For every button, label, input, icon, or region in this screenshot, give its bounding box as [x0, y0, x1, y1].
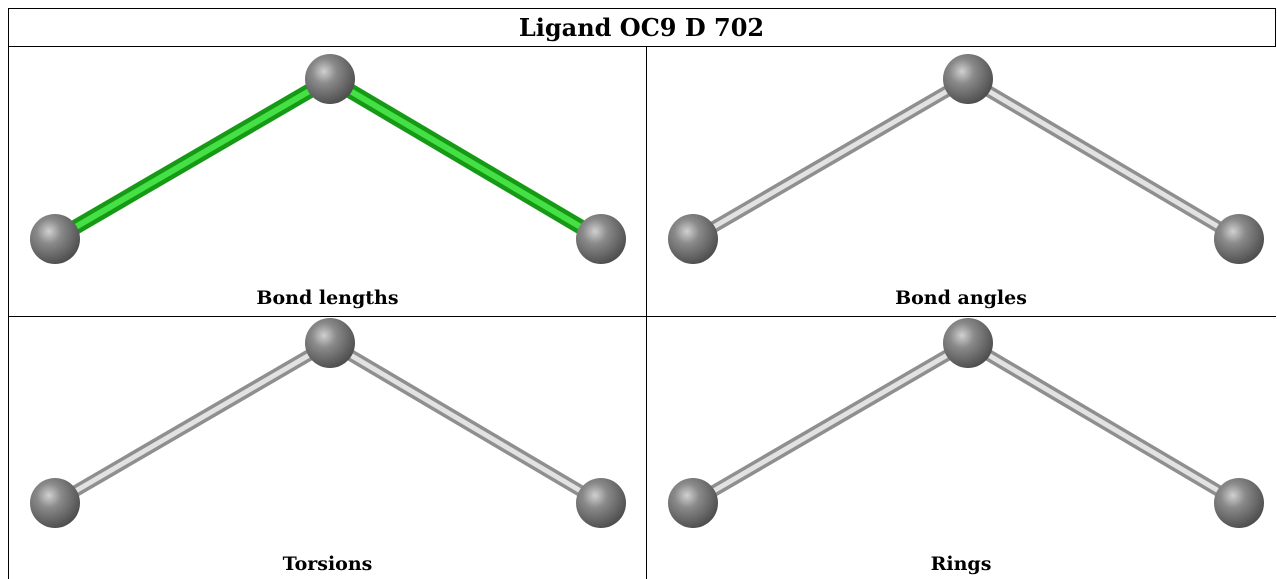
atom — [305, 318, 355, 368]
title: Ligand OC9 D 702 — [9, 9, 1274, 46]
panel: Torsions — [9, 317, 646, 579]
atom — [576, 478, 626, 528]
caption: Bond angles — [647, 287, 1275, 309]
atom — [30, 478, 80, 528]
border — [1275, 8, 1276, 47]
caption: Rings — [647, 553, 1275, 575]
atom — [668, 214, 718, 264]
panel: Bond angles — [647, 47, 1277, 316]
atom — [943, 54, 993, 104]
atom — [305, 54, 355, 104]
bond-highlight — [693, 79, 968, 239]
bond-highlight — [693, 343, 968, 503]
atom — [1214, 478, 1264, 528]
molecule — [9, 317, 646, 579]
bond-highlight — [55, 79, 330, 239]
bond-highlight — [330, 79, 601, 239]
bond-highlight — [55, 343, 330, 503]
bond-highlight — [330, 343, 601, 503]
atom — [943, 318, 993, 368]
ligand-table: Ligand OC9 D 702 Bond lengths Bond angle… — [0, 0, 1277, 579]
panel: Bond lengths — [9, 47, 646, 316]
molecule — [647, 317, 1275, 579]
atom — [1214, 214, 1264, 264]
atom — [30, 214, 80, 264]
atom — [668, 478, 718, 528]
bond-highlight — [968, 343, 1239, 503]
molecule — [9, 47, 646, 316]
caption: Torsions — [9, 553, 646, 575]
atom — [576, 214, 626, 264]
panel: Rings — [647, 317, 1277, 579]
molecule — [647, 47, 1275, 316]
caption: Bond lengths — [9, 287, 646, 309]
bond-highlight — [968, 79, 1239, 239]
